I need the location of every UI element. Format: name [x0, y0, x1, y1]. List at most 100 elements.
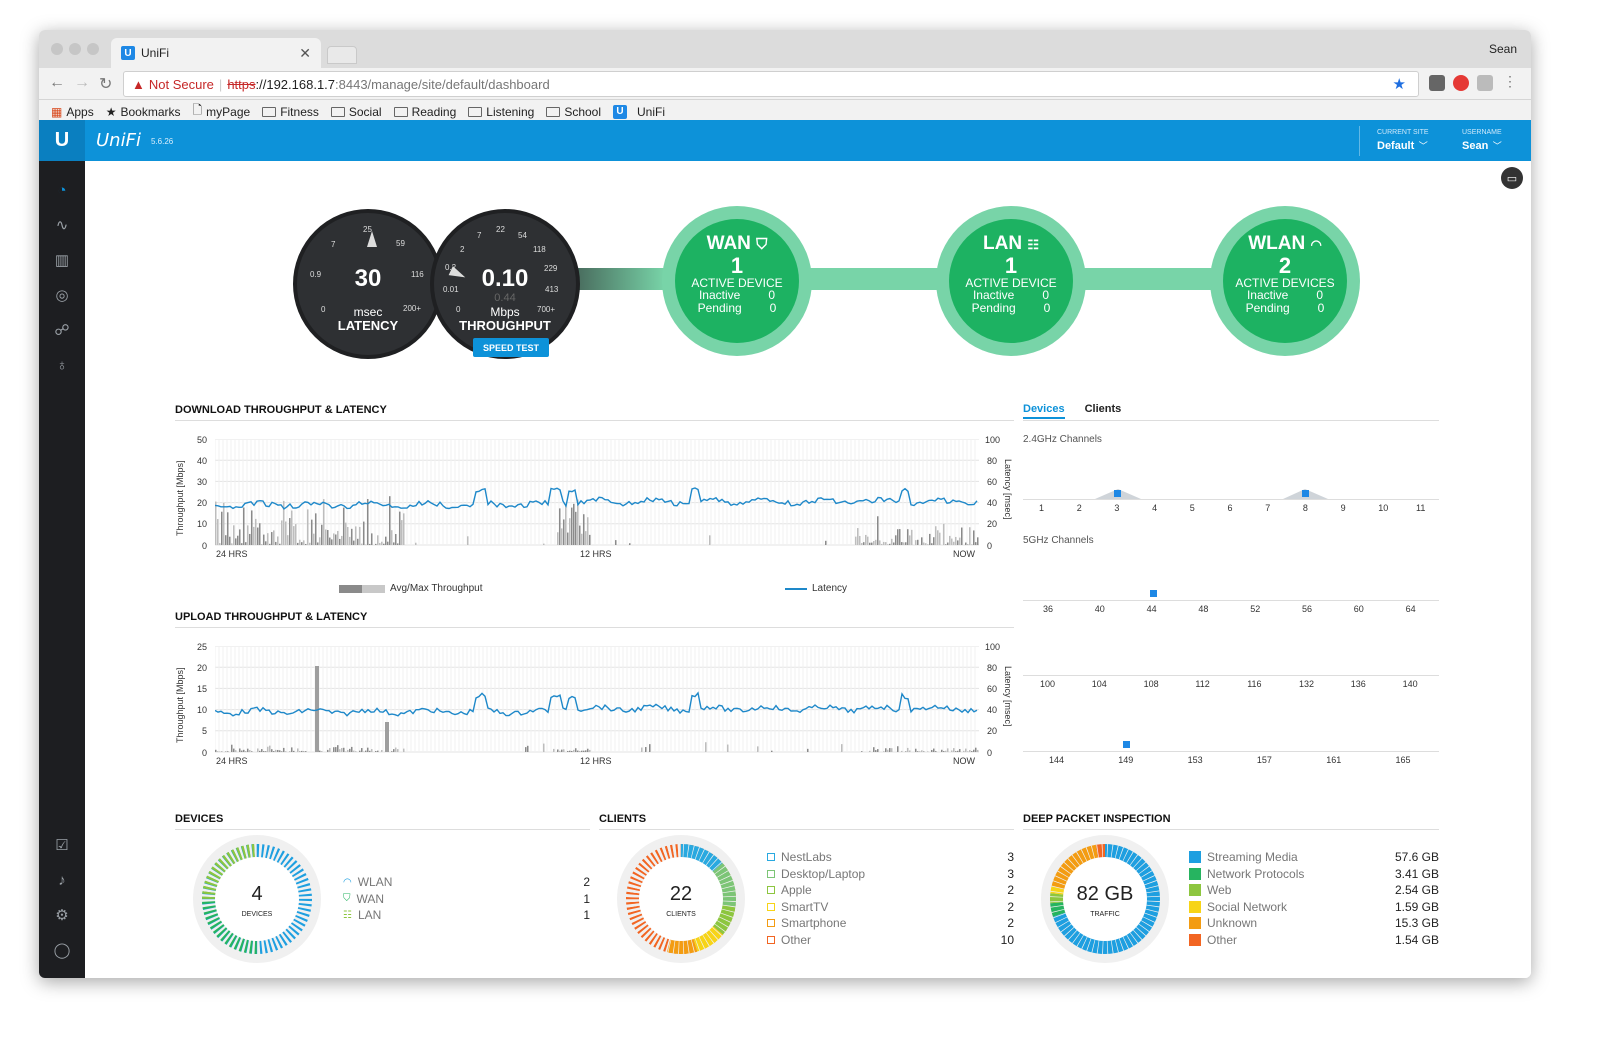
throughput-bar	[293, 750, 295, 752]
alerts-bell-icon[interactable]: ♪	[58, 872, 66, 889]
chat-icon[interactable]: ◯	[53, 942, 71, 959]
window-close-dot[interactable]	[51, 43, 63, 55]
statistics-icon[interactable]: ∿	[55, 217, 69, 234]
pocket-extension-icon[interactable]	[1429, 75, 1445, 91]
category-label: SmartTV	[781, 899, 829, 914]
page-icon: 🗋	[192, 103, 203, 117]
category-label: Other	[781, 932, 812, 947]
bookmark-fitness[interactable]: Fitness	[262, 105, 319, 119]
throughput-bar	[327, 530, 329, 545]
throughput-bar	[395, 534, 397, 545]
list-item[interactable]: ◠ WLAN 2	[343, 874, 590, 891]
cast-extension-icon[interactable]	[1477, 75, 1493, 91]
list-item[interactable]: ☷ LAN 1	[343, 907, 590, 924]
bookmark-reading[interactable]: Reading	[393, 105, 456, 119]
throughput-bar	[527, 745, 529, 752]
throughput-bar	[391, 530, 393, 545]
list-item[interactable]: SmartTV 2	[767, 899, 1014, 916]
profile-name[interactable]: Sean	[1488, 42, 1517, 56]
list-item[interactable]: NestLabs 3	[767, 849, 1014, 866]
browser-tab[interactable]: U UniFi ✕	[111, 38, 321, 68]
url-field[interactable]: ▲ Not Secure | https ://192.168.1.7 :844…	[123, 71, 1419, 97]
list-item[interactable]: Apple 2	[767, 882, 1014, 899]
list-item[interactable]: Social Network 1.59 GB	[1189, 899, 1439, 916]
devices-icon[interactable]: ◎	[55, 287, 69, 304]
bookmark-school[interactable]: School	[546, 105, 601, 119]
throughput-bar	[973, 749, 975, 752]
list-item[interactable]: ⛉ WAN 1	[343, 891, 590, 908]
section-divider	[1023, 420, 1439, 421]
section-divider	[175, 829, 590, 830]
throughput-bar	[415, 542, 417, 545]
reload-icon[interactable]: ↻	[99, 76, 113, 93]
new-tab-button[interactable]	[327, 46, 357, 64]
bookmark-star-icon[interactable]: ★	[1392, 76, 1406, 93]
list-item[interactable]: Unknown 15.3 GB	[1189, 915, 1439, 932]
chat-bubble-icon[interactable]: ▭	[1501, 167, 1523, 189]
throughput-bar	[217, 519, 219, 545]
bookmark-listening[interactable]: Listening	[468, 105, 534, 119]
channel-number: 104	[1091, 679, 1107, 689]
tasks-icon[interactable]: ☑	[55, 837, 69, 854]
throughput-bar	[897, 746, 899, 752]
dpi-donut[interactable]: 82 GB TRAFFIC	[1041, 835, 1169, 963]
bookmark-label: Bookmarks	[120, 104, 181, 119]
map-icon[interactable]: ▥	[54, 252, 70, 269]
throughput-bar	[261, 749, 263, 752]
list-item[interactable]: Desktop/Laptop 3	[767, 866, 1014, 883]
channel-number: 153	[1187, 755, 1203, 765]
throughput-bar	[291, 747, 293, 752]
throughput-bar	[961, 527, 963, 545]
site-selector[interactable]: CURRENT SITE Default ﹀	[1377, 129, 1429, 154]
throughput-bar	[273, 751, 275, 752]
opera-extension-icon[interactable]	[1453, 75, 1469, 91]
throughput-bar	[871, 542, 873, 545]
speed-test-button[interactable]: SPEED TEST	[473, 338, 549, 357]
window-zoom-dot[interactable]	[87, 43, 99, 55]
channel-number: 140	[1402, 679, 1418, 689]
back-arrow-icon[interactable]: ←	[49, 74, 65, 91]
bookmark-apps[interactable]: ▦ Apps	[51, 105, 94, 119]
clients-donut[interactable]: 22 CLIENTS	[617, 835, 745, 963]
throughput-bar	[877, 516, 879, 545]
throughput-bar	[959, 537, 961, 545]
window-minimize-dot[interactable]	[69, 43, 81, 55]
category-swatch	[767, 853, 775, 862]
list-item[interactable]: Streaming Media 57.6 GB	[1189, 849, 1439, 866]
list-item[interactable]: Smartphone 2	[767, 915, 1014, 932]
list-item[interactable]: Other 10	[767, 932, 1014, 949]
settings-gear-icon[interactable]: ⚙	[55, 907, 69, 924]
close-tab-icon[interactable]: ✕	[299, 45, 311, 61]
category-label: Social Network	[1207, 899, 1288, 914]
dashboard-icon[interactable]: ◔	[57, 182, 67, 199]
bookmark-mypage[interactable]: 🗋 myPage	[193, 101, 251, 122]
list-item[interactable]: Web 2.54 GB	[1189, 882, 1439, 899]
bookmark-unifi[interactable]: U UniFi	[613, 104, 665, 119]
bookmark-social[interactable]: Social	[330, 105, 382, 119]
channel-number: 157	[1256, 755, 1272, 765]
ubiquiti-logo-icon[interactable]: U	[39, 120, 85, 161]
user-selector[interactable]: USERNAME Sean ﹀	[1462, 129, 1502, 154]
devices-donut[interactable]: 4 DEVICES	[193, 835, 321, 963]
bookmark-label: Fitness	[280, 104, 319, 119]
category-value: 2	[1007, 883, 1014, 898]
throughput-bar	[933, 748, 935, 752]
menu-dots-icon[interactable]: ⋮	[1503, 73, 1517, 89]
throughput-bar	[901, 750, 903, 752]
throughput-bar	[941, 749, 943, 752]
wan-circle[interactable]: WAN ⛉ 1 ACTIVE DEVICE Inactive 0 Pending 0	[662, 206, 812, 356]
security-status[interactable]: Not Secure	[148, 76, 214, 92]
insights-icon[interactable]: ♁	[56, 357, 68, 374]
gauge-tick: 7	[331, 240, 336, 249]
throughput-bar	[901, 542, 903, 545]
list-item[interactable]: Network Protocols 3.41 GB	[1189, 866, 1439, 883]
lan-circle[interactable]: LAN ☷ 1 ACTIVE DEVICE Inactive 0 Pending 0	[936, 206, 1086, 356]
throughput-bar	[649, 744, 651, 752]
tab-devices[interactable]: Devices	[1023, 403, 1065, 419]
forward-arrow-icon[interactable]: →	[74, 74, 90, 91]
tab-clients[interactable]: Clients	[1084, 403, 1122, 415]
list-item[interactable]: Other 1.54 GB	[1189, 932, 1439, 949]
clients-icon[interactable]: ☍	[54, 322, 70, 339]
bookmark-bookmarks[interactable]: ★ Bookmarks	[106, 105, 181, 119]
wlan-circle[interactable]: WLAN ◠ 2 ACTIVE DEVICES Inactive 0 Pendin…	[1210, 206, 1360, 356]
